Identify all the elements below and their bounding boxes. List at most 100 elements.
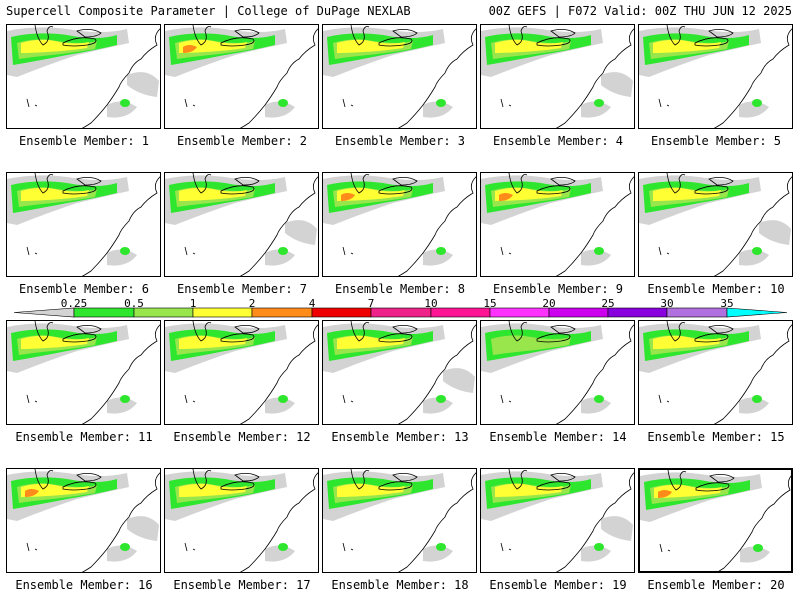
scp-contour-gray — [601, 516, 633, 541]
scp-map — [323, 469, 476, 572]
coast-fragment — [184, 542, 196, 552]
colorbar-segment — [430, 307, 491, 318]
scp-contour-green — [436, 543, 446, 551]
ensemble-map-panel[interactable] — [164, 320, 319, 425]
colorbar-tick-label: 0.25 — [60, 297, 88, 310]
coast-fragment — [26, 394, 38, 404]
ensemble-map-panel[interactable] — [6, 172, 161, 277]
ensemble-member-label: Ensemble Member: 2 — [176, 134, 308, 148]
colorbar-segment — [548, 307, 609, 318]
coast-fragment — [26, 542, 38, 552]
east-coast-outline — [239, 324, 318, 424]
scp-contour-yellow — [21, 335, 89, 349]
great-lakes-outline — [666, 25, 734, 47]
scp-contour-yellow — [653, 187, 721, 201]
scp-map — [323, 25, 476, 128]
east-coast-outline — [555, 28, 634, 128]
scp-contour-gray — [739, 249, 769, 266]
ensemble-member-label: Ensemble Member: 11 — [15, 430, 153, 444]
ensemble-map-panel[interactable] — [322, 24, 477, 129]
scp-map — [639, 173, 792, 276]
ensemble-map-panel[interactable] — [6, 320, 161, 425]
scp-contour-green — [594, 99, 604, 107]
ensemble-member-label: Ensemble Member: 17 — [173, 578, 311, 592]
great-lakes-outline — [666, 173, 734, 195]
colorbar-segment — [370, 307, 432, 318]
great-lakes-outline — [666, 321, 734, 343]
scp-map — [323, 321, 476, 424]
colorbar-segment — [192, 307, 253, 318]
ensemble-map-panel[interactable] — [480, 320, 635, 425]
colorbar-segment — [251, 307, 313, 318]
scp-contour-gray — [740, 546, 770, 563]
scp-contour-green — [120, 99, 130, 107]
great-lakes-outline — [667, 470, 735, 492]
scp-map — [165, 469, 318, 572]
ensemble-map-panel[interactable] — [164, 24, 319, 129]
scp-contour-gray — [759, 220, 791, 245]
scp-contour-yellow — [21, 483, 89, 497]
ensemble-map-panel[interactable] — [164, 172, 319, 277]
ensemble-map-panel[interactable] — [480, 24, 635, 129]
great-lakes-outline — [508, 173, 576, 195]
ensemble-member-label: Ensemble Member: 9 — [492, 282, 624, 296]
scp-contour-gray — [581, 249, 611, 266]
ensemble-member-label: Ensemble Member: 10 — [647, 282, 785, 296]
east-coast-outline — [81, 472, 160, 572]
coast-fragment — [342, 246, 354, 256]
colorbar-tick-label: 2 — [248, 297, 256, 310]
ensemble-map-panel[interactable] — [480, 468, 635, 573]
ensemble-map-panel[interactable] — [480, 172, 635, 277]
scp-contour-yellow — [337, 335, 405, 349]
great-lakes-outline — [508, 25, 576, 47]
coast-fragment — [342, 98, 354, 108]
scp-contour-yellow — [21, 187, 89, 201]
ensemble-map-panel[interactable] — [6, 468, 161, 573]
scp-contour-orange — [658, 490, 672, 498]
colorbar-tick-label: 15 — [483, 297, 497, 310]
scp-contour-green — [752, 395, 762, 403]
east-coast-outline — [397, 324, 476, 424]
ensemble-member-label: Ensemble Member: 7 — [176, 282, 308, 296]
scp-contour-gray — [107, 397, 137, 414]
scp-map — [481, 469, 634, 572]
model-run-info: 00Z GEFS | F072 Valid: 00Z THU JUN 12 20… — [488, 4, 792, 18]
east-coast-outline — [81, 324, 160, 424]
ensemble-map-panel[interactable] — [638, 320, 793, 425]
map-title: Supercell Composite Parameter | College … — [6, 4, 411, 18]
color-scale-bar — [13, 307, 788, 318]
east-coast-outline — [81, 28, 160, 128]
ensemble-member-label: Ensemble Member: 19 — [489, 578, 627, 592]
scp-contour-gray — [423, 249, 453, 266]
scp-contour-green — [436, 99, 446, 107]
scp-contour-gray — [127, 516, 159, 541]
coast-fragment — [184, 246, 196, 256]
coast-fragment — [342, 394, 354, 404]
scp-contour-green — [752, 247, 762, 255]
scp-contour-yellow — [495, 187, 563, 201]
ensemble-member-label: Ensemble Member: 14 — [489, 430, 627, 444]
scp-contour-yellow — [337, 187, 405, 201]
coast-fragment — [658, 394, 670, 404]
ensemble-map-panel[interactable] — [638, 24, 793, 129]
ensemble-map-panel[interactable] — [322, 172, 477, 277]
scp-contour-gray — [107, 249, 137, 266]
scp-contour-yellow — [495, 483, 563, 497]
ensemble-map-panel[interactable] — [164, 468, 319, 573]
scp-contour-green — [278, 247, 288, 255]
scp-contour-green — [120, 543, 130, 551]
east-coast-outline — [81, 176, 160, 276]
ensemble-map-panel[interactable] — [638, 172, 793, 277]
scp-contour-gray — [107, 545, 137, 562]
scp-contour-green — [436, 395, 446, 403]
ensemble-map-panel[interactable] — [6, 24, 161, 129]
scp-contour-yellow — [654, 484, 722, 498]
ensemble-member-label: Ensemble Member: 4 — [492, 134, 624, 148]
ensemble-map-panel[interactable] — [322, 320, 477, 425]
ensemble-map-panel[interactable] — [638, 468, 793, 573]
scp-map — [481, 25, 634, 128]
coast-fragment — [500, 542, 512, 552]
ensemble-map-panel[interactable] — [322, 468, 477, 573]
colorbar-segment — [489, 307, 550, 318]
ensemble-member-label: Ensemble Member: 6 — [18, 282, 150, 296]
